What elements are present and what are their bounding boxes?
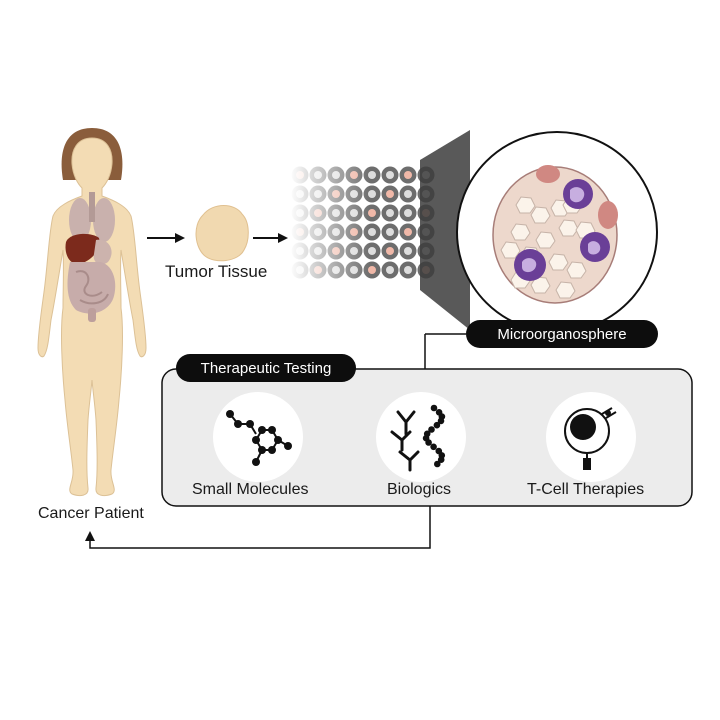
protein-bead [428,426,435,433]
protein-bead [434,460,441,468]
protein-bead [430,404,438,412]
therapeutic-testing-pill: Therapeutic Testing [176,354,356,382]
microorganosphere-pill: Microorganosphere [466,320,658,348]
organoid-cell [555,281,576,299]
patient-figure [37,128,147,497]
organoid-cell [548,253,569,271]
organoid-cell [500,241,521,259]
organoid-cell [535,231,556,249]
protein-bead [437,417,445,425]
t-cell-icon [546,392,636,482]
biologics-label: Biologics [387,481,452,498]
antibody-icon [376,392,466,482]
organoid-cell [510,223,531,241]
tumor-tissue-icon [195,205,249,262]
return-arrow [85,506,431,549]
zoom-cone [420,130,470,330]
protein-bead [425,439,432,446]
t-cell-therapies-label: T-Cell Therapies [527,481,645,498]
tumor-tissue-label: Tumor Tissue [165,262,268,281]
organoid-cells-icon [456,131,658,333]
organoid-cell [530,206,551,224]
small-molecules-label: Small Molecules [192,481,309,498]
protein-bead [437,456,445,464]
protein-bead [433,421,441,429]
organoid-cell [515,196,536,214]
organoid-cell [566,261,587,279]
protein-bead [430,443,437,451]
cancer-patient-label: Cancer Patient [38,505,144,522]
molecule-icon [213,392,303,482]
